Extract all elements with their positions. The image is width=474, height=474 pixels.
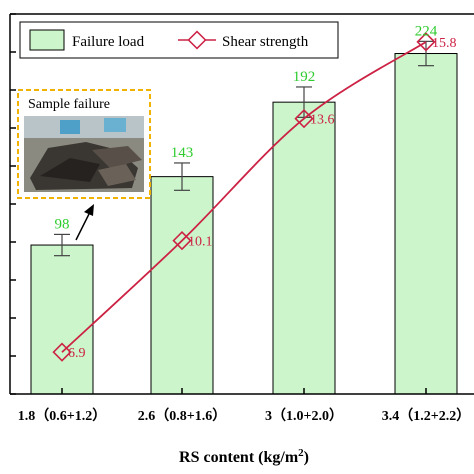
inset-label: Sample failure [28,97,110,112]
bar-value-label: 98 [55,216,70,232]
inset-arrow [75,204,94,241]
line-layer [52,32,436,362]
shear-strength-point [52,342,72,362]
shear-strength-label: 13.6 [310,113,335,128]
x-tick-label: 2.6（0.8+1.6） [138,408,226,424]
shear-strength-line [61,41,427,353]
shear-strength-label: 10.1 [188,235,213,250]
legend-marker-shear-strength [187,30,207,50]
sample-photo [24,116,144,192]
x-ticks-layer: 1.8（0.6+1.2） 2.6（0.8+1.6） 3（1.0+2.0） 3.4（1.… [18,388,470,424]
bar-value-label: 143 [171,145,194,161]
error-bars-layer [54,40,434,257]
shear-strength-point [172,230,192,251]
shear-strength-label: 6.9 [68,346,86,361]
y-ticks-layer [10,13,16,395]
legend-swatch-failure-load [29,29,65,51]
bar [150,176,214,395]
shear-strength-point [294,108,314,129]
sample-failure-inset: Sample failure [17,89,151,199]
shear-strength-label: 15.8 [432,36,457,51]
x-tick-label: 1.8（0.6+1.2） [18,408,106,424]
bar [272,101,336,395]
x-axis-title: RS content (kg/m2) [179,447,309,466]
legend: Failure load Shear strength [19,21,339,59]
x-tick-label: 3.4（1.2+2.2） [382,408,470,424]
bar-value-label: 224 [415,23,438,39]
legend-label-failure-load: Failure load [72,34,145,50]
shear-strength-point [416,32,436,52]
bar [30,244,94,395]
bar-value-label: 192 [293,69,316,85]
legend-label-shear-strength: Shear strength [222,34,309,50]
value-labels-layer: 98 143 192 224 6.9 10.1 13.6 15.8 [55,23,457,361]
x-tick-label: 3（1.0+2.0） [265,408,343,424]
bar [394,53,458,395]
